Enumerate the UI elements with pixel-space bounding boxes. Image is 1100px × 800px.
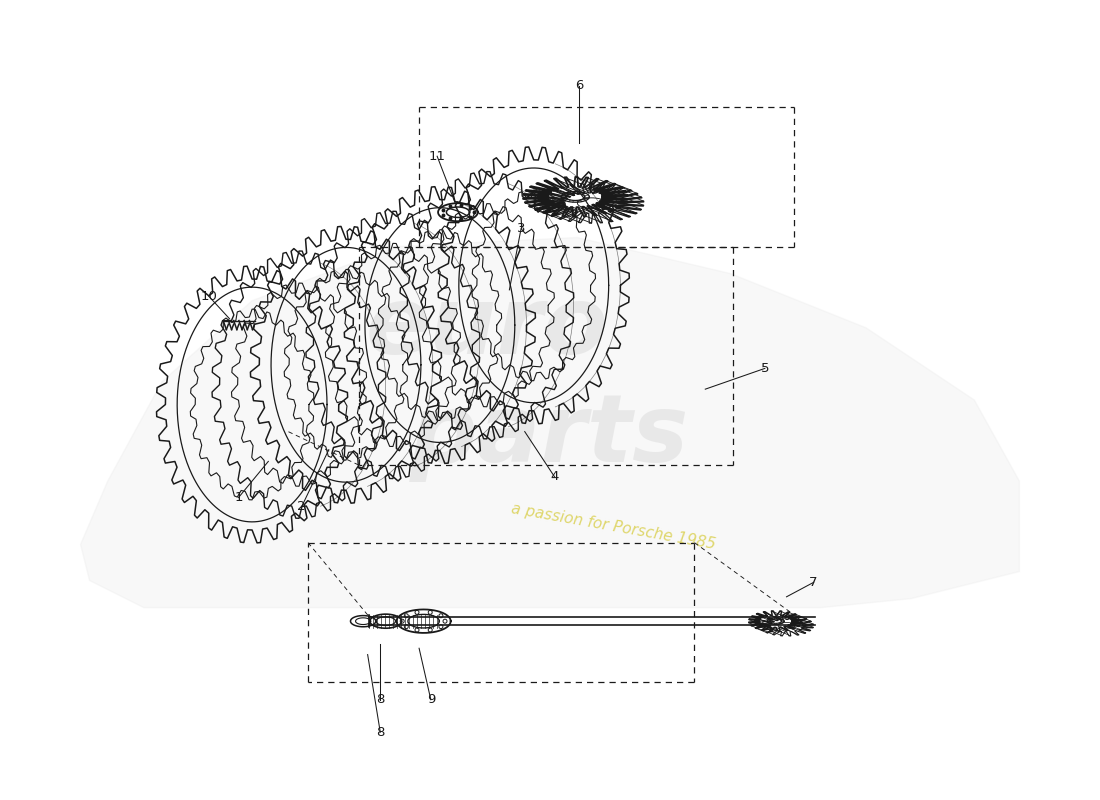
Text: parts: parts bbox=[410, 390, 690, 482]
Text: a passion for Porsche 1985: a passion for Porsche 1985 bbox=[509, 501, 716, 552]
Text: euro: euro bbox=[365, 282, 608, 374]
Text: 4: 4 bbox=[550, 470, 559, 483]
Text: 10: 10 bbox=[200, 290, 217, 302]
Text: 11: 11 bbox=[429, 150, 446, 162]
Text: 8: 8 bbox=[376, 694, 385, 706]
Text: 1: 1 bbox=[234, 491, 243, 504]
Text: 2: 2 bbox=[297, 500, 306, 513]
Text: 5: 5 bbox=[760, 362, 769, 375]
Text: 8: 8 bbox=[376, 726, 385, 738]
Text: 6: 6 bbox=[574, 79, 583, 92]
Text: 9: 9 bbox=[427, 694, 434, 706]
Text: 3: 3 bbox=[517, 222, 526, 235]
Text: 7: 7 bbox=[810, 576, 818, 589]
Polygon shape bbox=[80, 238, 1020, 608]
